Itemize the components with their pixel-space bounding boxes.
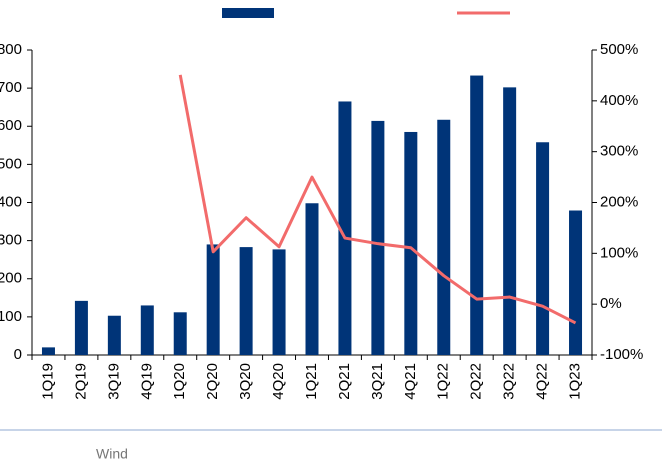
bar	[569, 210, 583, 355]
x-tick-label: 2Q19	[72, 363, 89, 400]
y-tick-label: 400	[0, 193, 22, 210]
x-tick-label: 2Q22	[468, 363, 485, 400]
y-tick-label: 800	[0, 41, 22, 58]
bar	[239, 247, 253, 355]
y2-tick-label: 0%	[600, 295, 622, 312]
x-tick-label: 1Q21	[303, 363, 320, 400]
y-tick-label: 300	[0, 232, 22, 249]
bar	[272, 249, 286, 355]
x-tick-label: 1Q22	[435, 363, 452, 400]
bar	[470, 75, 484, 355]
x-tick-label: 3Q20	[237, 363, 254, 400]
x-tick-label: 3Q19	[105, 363, 122, 400]
x-tick-label: 2Q20	[204, 363, 221, 400]
x-tick-label: 1Q23	[566, 363, 583, 400]
y-tick-label: 0	[14, 346, 22, 363]
x-tick-label: 4Q19	[138, 363, 155, 400]
bar	[503, 87, 517, 356]
bar	[107, 315, 121, 355]
x-tick-label: 1Q20	[171, 363, 188, 400]
x-tick-label: 4Q20	[270, 363, 287, 400]
bar	[74, 300, 88, 355]
y2-tick-label: 300%	[600, 143, 638, 160]
x-tick-label: 2Q21	[336, 363, 353, 400]
y-tick-label: 200	[0, 270, 22, 287]
bar	[338, 101, 352, 355]
x-tick-label: 1Q19	[39, 363, 56, 400]
bar	[536, 142, 550, 355]
x-tick-label: 4Q21	[402, 363, 419, 400]
bar	[404, 131, 418, 355]
y-tick-label: 500	[0, 155, 22, 172]
bar	[173, 312, 187, 355]
bar	[371, 120, 385, 355]
legend-swatch	[222, 8, 274, 18]
bar	[437, 119, 451, 355]
bar	[305, 203, 319, 355]
x-tick-label: 3Q21	[369, 363, 386, 400]
y2-tick-label: -100%	[600, 346, 643, 363]
source: Wind	[96, 446, 128, 462]
y2-tick-label: 200%	[600, 193, 638, 210]
y-tick-label: 600	[0, 117, 22, 134]
bar	[140, 305, 154, 355]
y2-tick-label: 400%	[600, 92, 638, 109]
bar	[206, 244, 220, 355]
x-tick-label: 3Q22	[501, 363, 518, 400]
y2-tick-label: 100%	[600, 244, 638, 261]
line	[178, 74, 577, 325]
x-tick-label: 4Q22	[534, 363, 551, 400]
y-tick-label: 100	[0, 308, 22, 325]
bar	[41, 347, 55, 355]
y2-tick-label: 500%	[600, 41, 638, 58]
y-tick-label: 700	[0, 79, 22, 96]
